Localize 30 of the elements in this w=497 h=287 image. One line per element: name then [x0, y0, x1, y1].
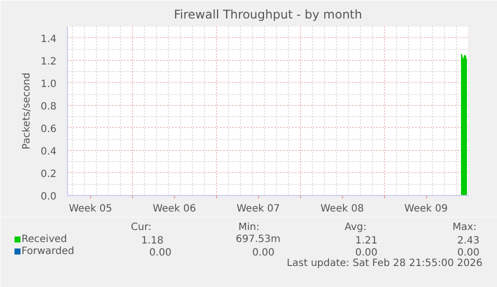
y-tick-label: 0.4: [40, 146, 57, 158]
x-tick-label: Week 08: [320, 204, 364, 214]
x-tick-label: Week 09: [404, 204, 448, 214]
text: Last update: Sat Feb 28 21:55:00 2026: [286, 258, 483, 269]
y-tick-label: 0.8: [40, 101, 57, 112]
y-tick-label: 0.6: [40, 124, 57, 135]
x-tick-label: Week 07: [236, 204, 280, 214]
legend-label: Received: [22, 234, 67, 245]
text: Avg:: [344, 222, 366, 233]
y-tick-label: 1.0: [40, 78, 57, 90]
text: 2.43: [457, 236, 480, 246]
legend-label: Forwarded: [22, 246, 74, 257]
text: 697.53m: [236, 234, 281, 245]
chart-title: Firewall Throughput - by month: [174, 8, 362, 22]
text: 1.21: [355, 236, 378, 246]
y-tick-label: 0.0: [40, 192, 57, 202]
y-tick-label: 0.2: [40, 168, 57, 180]
y-tick-label: 1.4: [40, 34, 57, 45]
text: 0.00: [355, 248, 378, 258]
x-tick-label: Week 05: [68, 204, 112, 214]
text: Cur:: [130, 222, 152, 233]
x-tick-label: Week 06: [152, 204, 196, 214]
text: Max:: [452, 222, 477, 233]
text: Min:: [238, 222, 260, 233]
y-axis-title: Packets/second: [22, 72, 33, 150]
text: 0.00: [457, 248, 480, 258]
y-tick-label: 1.2: [40, 56, 57, 68]
text: 1.18: [141, 236, 164, 246]
text: 0.00: [149, 248, 172, 258]
text: 0.00: [252, 248, 274, 258]
